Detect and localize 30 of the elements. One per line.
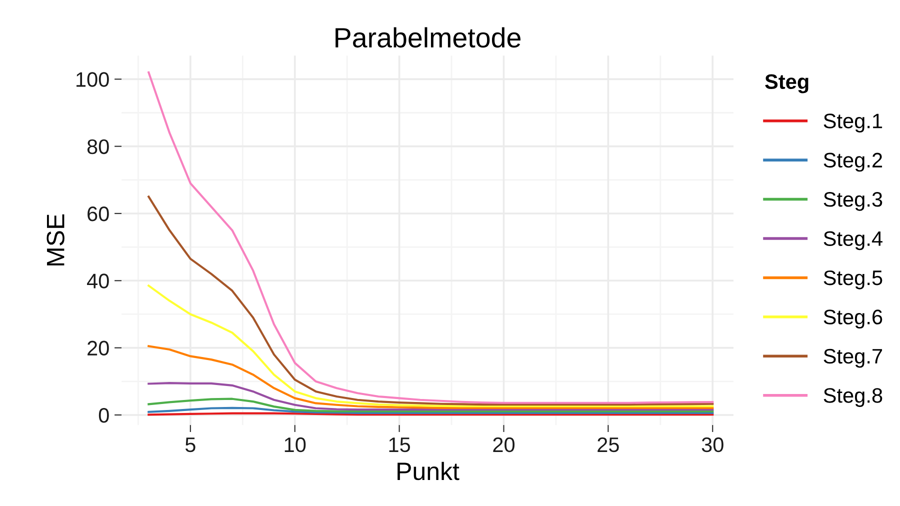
legend-label: Steg.8 — [824, 388, 882, 407]
y-tick-label: 40 — [87, 274, 109, 288]
y-tick-label: 80 — [87, 139, 109, 154]
line-series — [148, 345, 714, 409]
y-tick-label: 0 — [98, 408, 109, 423]
legend-label: Steg.4 — [824, 231, 882, 250]
y-tick-label: 20 — [88, 340, 109, 356]
line-series — [148, 398, 714, 412]
x-tick-label: 5 — [185, 438, 196, 452]
x-tick-label: 25 — [598, 437, 619, 452]
x-axis-title: Punkt — [398, 462, 460, 480]
x-tick-label: 30 — [702, 437, 724, 452]
legend-label: Steg.5 — [824, 270, 882, 290]
x-tick-label: 20 — [493, 437, 515, 452]
x-tick-label: 15 — [389, 438, 410, 452]
legend-label: Steg.6 — [824, 310, 882, 329]
line-series — [148, 382, 714, 411]
legend-label: Steg.2 — [824, 152, 882, 172]
line-series — [148, 284, 714, 408]
legend-label: Steg.3 — [824, 192, 882, 211]
chart-title: Parabelmetode — [336, 27, 520, 48]
y-tick-label: 100 — [76, 72, 109, 87]
legend-title: Steg — [765, 74, 808, 94]
legend-label: Steg.7 — [824, 348, 882, 368]
y-tick-label: 60 — [88, 206, 109, 222]
legend-label: Steg.1 — [824, 114, 882, 132]
x-tick-label: 10 — [284, 437, 306, 452]
line-series — [148, 71, 714, 404]
line-series — [148, 196, 714, 406]
y-axis-title: MSE — [46, 214, 64, 266]
